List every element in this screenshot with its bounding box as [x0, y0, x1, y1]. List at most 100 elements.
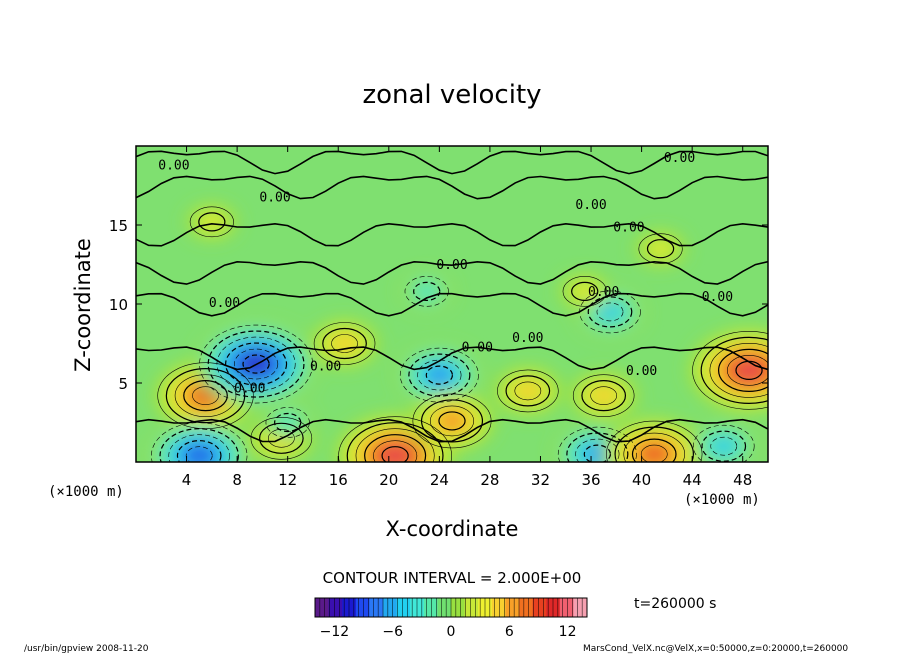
contour-line-14-3 [514, 381, 542, 401]
colorbar-swatch-18 [559, 598, 574, 617]
x-tick-label-6: 28 [480, 471, 499, 489]
contour-line-3-5 [373, 440, 418, 462]
plot-area: 0.00 0.00 0.00 0.00 0.00 0.00 0.00 0.00 0.00 0.00… [136, 146, 768, 462]
feature-shell-7-3 [601, 305, 619, 318]
colorbar-swatch-19 [573, 598, 588, 617]
feature-shell-16-2 [576, 285, 594, 298]
contour-line-1-4 [225, 342, 288, 386]
contour-line-4-3 [417, 359, 462, 391]
feature-shell-17-2 [651, 242, 670, 255]
colorbar-swatch-6 [396, 598, 411, 617]
contour-line-13-3 [590, 386, 618, 405]
contour-label-9: 0.00 [310, 359, 341, 374]
x-tick-label-4: 20 [379, 471, 398, 489]
contour-label-0: 0.00 [158, 159, 189, 174]
x-tick-label-9: 40 [632, 471, 651, 489]
colorbar: −12 −6 0 6 12 [314, 597, 588, 640]
colorbar-swatch-1 [328, 598, 343, 617]
contour-label-11: 0.00 [512, 331, 543, 346]
contour-line-13-2 [581, 380, 627, 412]
contour-line-9-4 [583, 444, 612, 462]
zero-contour-0 [136, 418, 768, 443]
contour-label-6: 0.00 [209, 296, 240, 311]
colorbar-swatch-10 [451, 598, 466, 617]
colorbar-swatch-0 [315, 598, 330, 617]
contour-line-1-2 [207, 330, 305, 398]
contour-line-0-3 [174, 374, 237, 417]
x-tick-label-11: 48 [733, 471, 752, 489]
contour-line-2-5 [185, 446, 213, 462]
contour-label-3: 0.00 [575, 198, 606, 213]
contour-line-11-3 [710, 436, 738, 456]
contour-label-12: 0.00 [234, 381, 265, 396]
colorbar-swatch-14 [505, 598, 520, 617]
contour-line-12-1 [250, 416, 313, 460]
y-axis-label: Z-coordinate [71, 238, 95, 372]
contour-line-14-2 [505, 375, 551, 407]
contour-line-1-3 [216, 336, 296, 392]
x-tick-label-0: 4 [182, 471, 192, 489]
contour-line-6-3 [331, 334, 358, 353]
contour-line-6-2 [322, 327, 367, 360]
x-tick-label-3: 16 [329, 471, 348, 489]
contour-line-3-1 [338, 416, 452, 462]
contour-line-8-4 [717, 348, 768, 392]
feature-shell-13-3 [594, 389, 613, 402]
x-tick-label-8: 36 [581, 471, 600, 489]
contour-line-3-3 [355, 428, 435, 462]
contour-line-13-1 [572, 374, 635, 417]
contour-line-2-1 [151, 422, 248, 462]
contour-line-3-4 [364, 434, 427, 462]
contour-line-3-6 [381, 446, 409, 462]
chart-title: zonal velocity [362, 80, 541, 110]
colorbar-swatch-16 [532, 598, 547, 617]
contour-line-10-1 [606, 420, 703, 462]
feature-shell-4-4 [430, 369, 449, 382]
contour-line-1-6 [242, 354, 270, 374]
contour-line-4-4 [425, 365, 454, 385]
feature-shell-15-2 [418, 285, 436, 298]
contour-line-15-1 [404, 276, 449, 307]
contour-line-2-2 [159, 428, 239, 462]
contour-label-5: 0.00 [436, 258, 467, 273]
x-unit-note-left: (×1000 m) [48, 484, 124, 500]
contour-line-8-2 [700, 336, 768, 404]
colorbar-swatch-3 [355, 598, 370, 617]
contour-line-2-4 [176, 440, 222, 462]
contour-label-10: 0.00 [462, 340, 493, 355]
feature-shell-3-6 [386, 449, 404, 462]
colorbar-frame [314, 597, 588, 618]
y-tick-label-2: 15 [109, 217, 128, 235]
x-tick-label-10: 44 [683, 471, 702, 489]
feature-shell-11-3 [715, 440, 733, 453]
contour-line-5-4 [438, 411, 466, 431]
feature-shell-10-5 [645, 448, 663, 461]
contour-line-10-4 [631, 438, 677, 462]
feature-shell-2-5 [190, 449, 208, 462]
contour-interval-label: CONTOUR INTERVAL = 2.000E+00 [323, 569, 582, 587]
contour-line-12-3 [268, 428, 295, 448]
colorbar-swatch-13 [491, 598, 506, 617]
contour-line-11-2 [701, 430, 747, 462]
colorbar-tick-label-1: −6 [382, 624, 403, 640]
contour-line-7-3 [596, 302, 624, 322]
contour-line-16-1 [562, 276, 607, 307]
contour-line-2-3 [168, 434, 230, 462]
zero-contour-5 [136, 175, 768, 200]
contour-line-17-1 [638, 233, 683, 264]
contour-line-3-2 [346, 422, 444, 462]
contour-line-9-3 [575, 438, 620, 462]
contour-label-1: 0.00 [259, 190, 290, 205]
x-tick-label-5: 24 [430, 471, 449, 489]
feature-shell-18-2 [203, 215, 221, 228]
zero-contour-4 [136, 222, 768, 247]
zero-contour-3 [136, 260, 768, 285]
contour-line-4-2 [408, 353, 471, 397]
x-tick-label-1: 8 [232, 471, 242, 489]
contour-label-2: 0.00 [664, 151, 695, 166]
y-tick-label-0: 5 [118, 375, 128, 393]
feature-shell-8-6 [740, 364, 758, 377]
contour-line-8-5 [726, 355, 768, 386]
colorbar-tick-label-4: 12 [559, 624, 577, 640]
footer-right: MarsCond_VelX.nc@VelX,x=0:50000,z=0:2000… [583, 644, 848, 654]
